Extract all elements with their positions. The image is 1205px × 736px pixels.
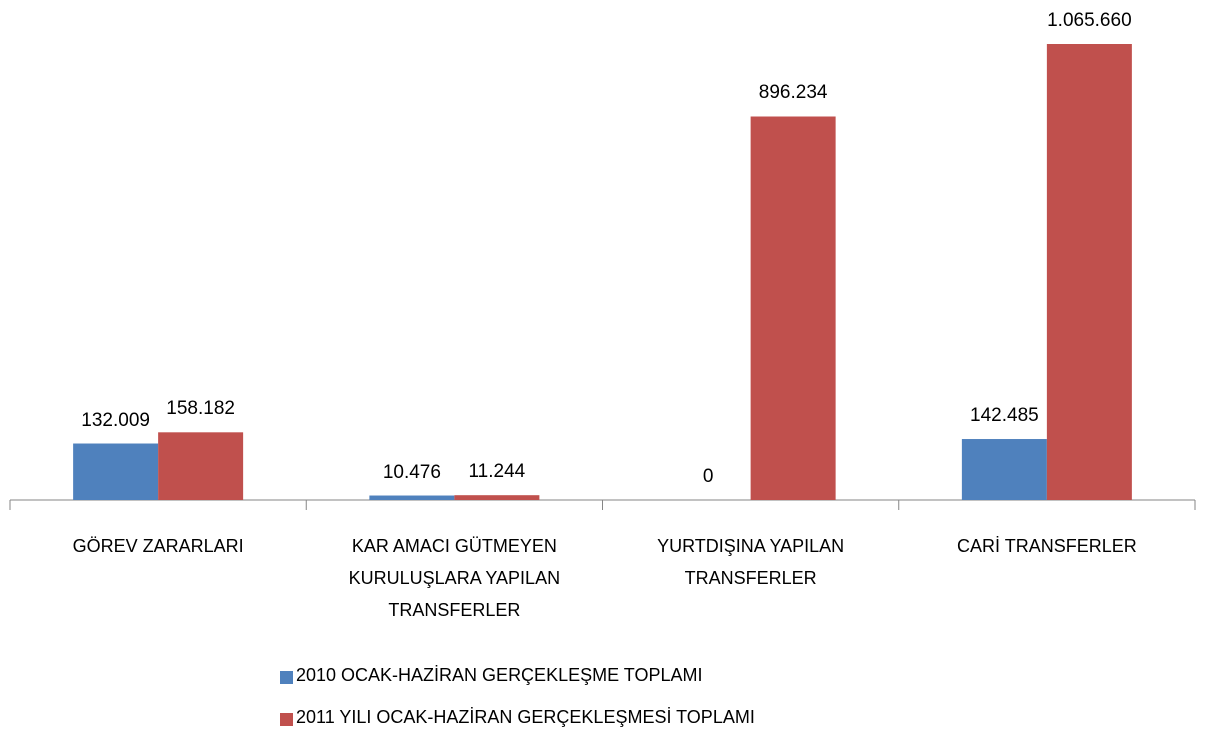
bar — [961, 439, 1047, 500]
bar — [1046, 44, 1132, 500]
x-tick-label: KAR AMACI GÜTMEYEN KURULUŞLARA YAPILAN T… — [348, 536, 561, 620]
legend-label: 2010 OCAK-HAZİRAN GERÇEKLEŞME TOPLAMI — [296, 665, 703, 685]
data-label: 10.476 — [382, 461, 441, 483]
x-tick-label: CARİ TRANSFERLER — [957, 536, 1137, 556]
bar — [369, 495, 455, 500]
data-label: 142.485 — [970, 405, 1039, 427]
data-label: 11.244 — [468, 461, 526, 483]
bar — [454, 495, 540, 500]
data-label: 896.234 — [758, 82, 828, 104]
data-label: 132.009 — [81, 409, 150, 431]
data-label: 0 — [702, 466, 714, 487]
bar — [158, 432, 244, 500]
data-label: 158.182 — [166, 398, 235, 420]
legend-swatch — [280, 713, 293, 726]
data-label: 1.065.660 — [1047, 10, 1132, 31]
bar — [750, 116, 836, 500]
legend-label: 2011 YILI OCAK-HAZİRAN GERÇEKLEŞMESİ TOP… — [296, 707, 755, 727]
legend-swatch — [280, 671, 293, 684]
x-tick-label: YURTDIŞINA YAPILAN TRANSFERLER — [657, 536, 845, 588]
x-tick-label: GÖREV ZARARLARI — [72, 536, 244, 556]
bar — [73, 443, 159, 500]
